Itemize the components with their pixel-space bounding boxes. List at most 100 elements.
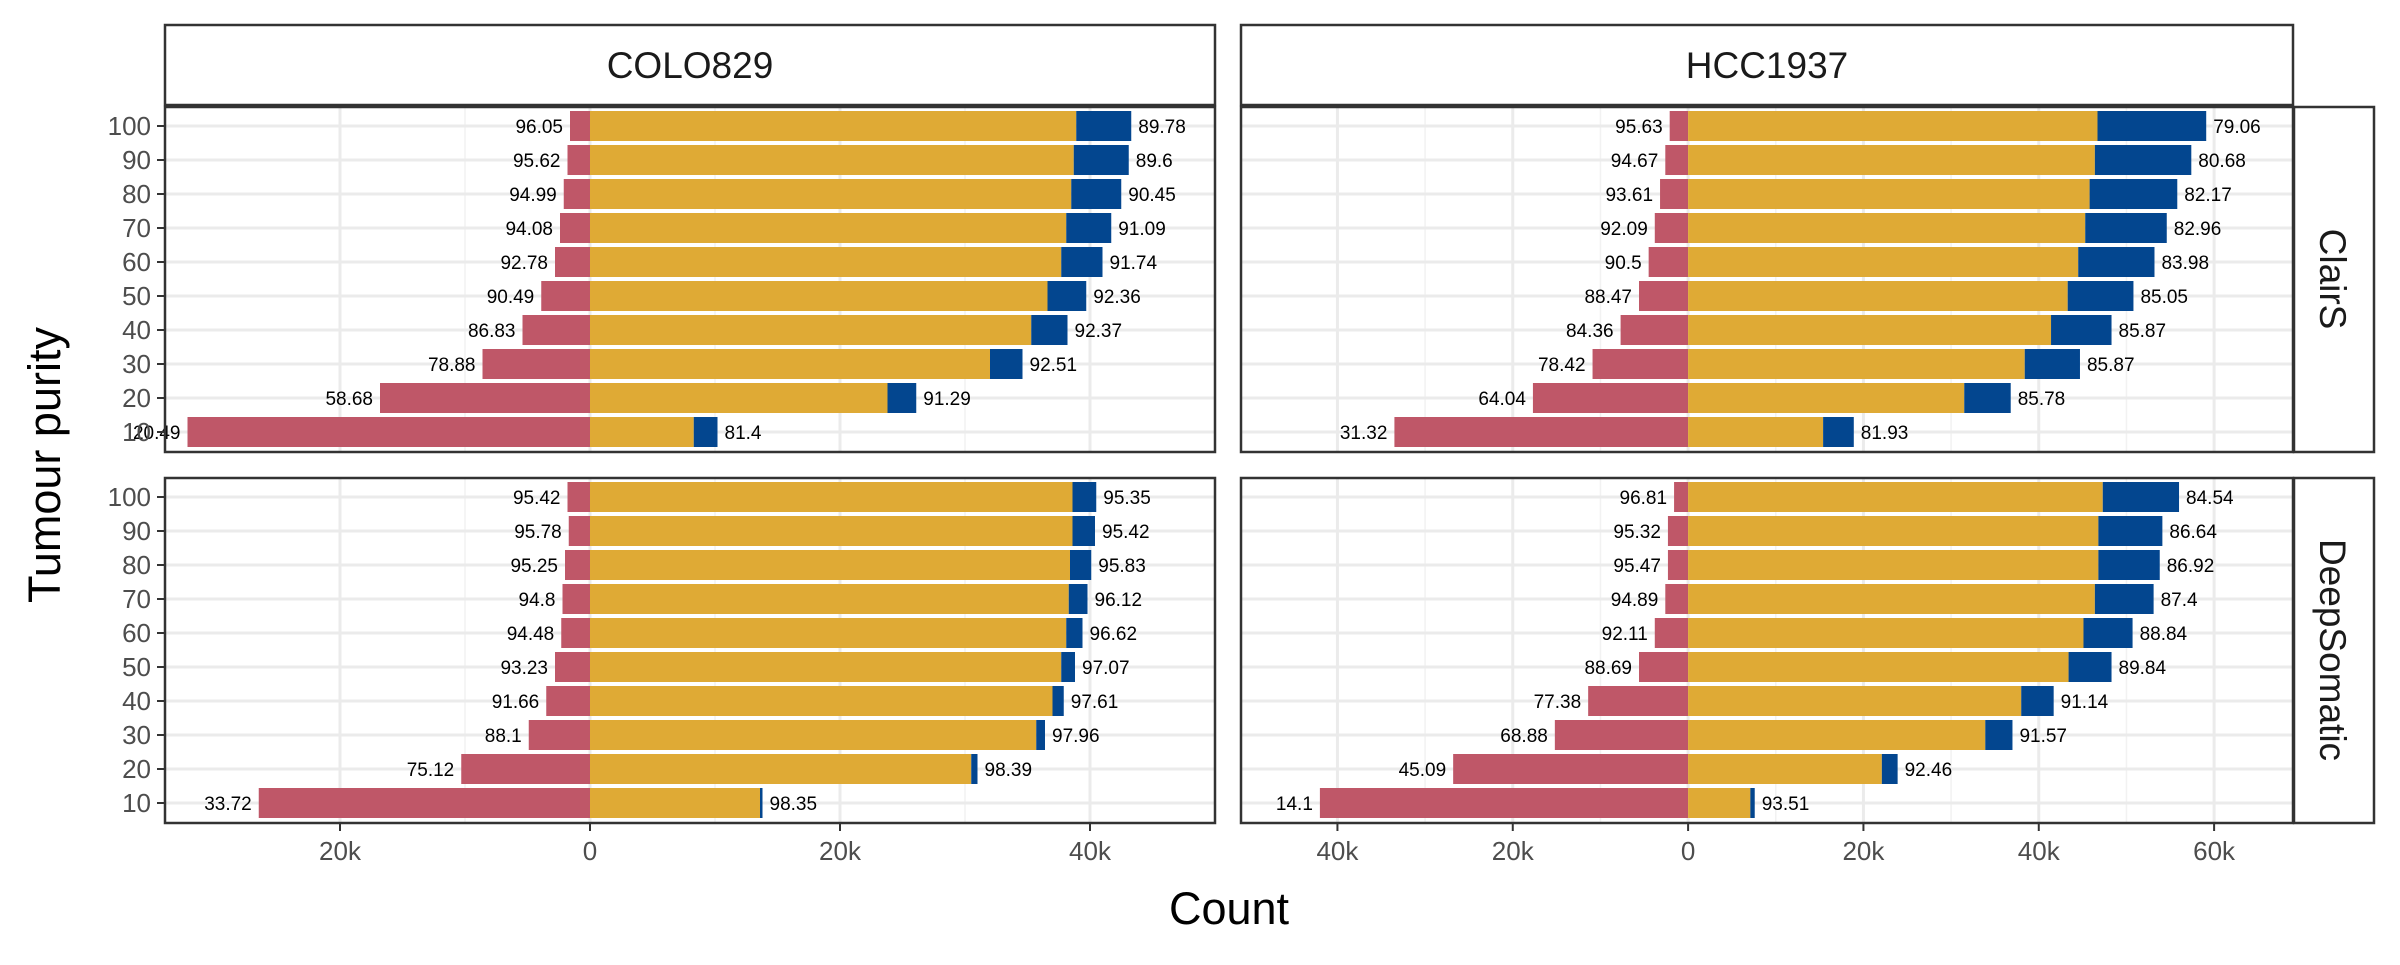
x-tick-label: 20k — [1842, 836, 1885, 866]
y-tick-label: 60 — [122, 247, 151, 277]
bar-left-label: 95.78 — [514, 522, 562, 543]
bar-right-segment — [2083, 618, 2133, 648]
bar-right-segment — [1036, 720, 1045, 750]
y-axis-title: Tumour purity — [19, 327, 70, 603]
y-tick-label: 40 — [122, 686, 151, 716]
bar-left-segment — [546, 686, 590, 716]
panel-colo829-clairs: 96.05 89.78 95.62 89.6 94.99 90.45 94.08 91.09 9… — [133, 105, 1217, 454]
bar-right-segment — [2098, 550, 2160, 580]
y-tick-label: 100 — [108, 482, 151, 512]
bar-right-label: 93.51 — [1762, 794, 1810, 815]
bar-left-segment — [1665, 584, 1689, 614]
bar-middle-segment — [590, 349, 990, 379]
bar-right-segment — [1061, 247, 1103, 277]
y-tick-label: 50 — [122, 281, 151, 311]
bar-left-label: 94.89 — [1611, 590, 1659, 611]
bar-right-label: 92.37 — [1075, 321, 1123, 342]
bar-left-label: 75.12 — [407, 760, 455, 781]
bar-middle-segment — [1688, 179, 2090, 209]
bar-left-label: 95.32 — [1613, 522, 1661, 543]
bar-right-segment — [1072, 516, 1095, 546]
bar-right-segment — [2098, 516, 2163, 546]
bar-left-segment — [1532, 383, 1689, 413]
bar-middle-segment — [1688, 247, 2079, 277]
bar-right-label: 91.14 — [2061, 692, 2109, 713]
bar-left-segment — [1588, 686, 1689, 716]
bar-right-label: 79.06 — [2213, 117, 2261, 138]
bar-middle-segment — [1688, 754, 1882, 784]
x-tick-label: 20k — [319, 836, 362, 866]
bar-right-segment — [2089, 179, 2178, 209]
y-tick-label: 50 — [122, 652, 151, 682]
bar-right-segment — [1031, 315, 1068, 345]
bar-middle-segment — [1688, 550, 2099, 580]
bar-left-label: 94.67 — [1611, 151, 1659, 172]
column-strip-label: COLO829 — [607, 45, 774, 86]
bar-left-segment — [1592, 349, 1689, 379]
bar-left-label: 93.23 — [500, 658, 548, 679]
bar-right-segment — [1073, 145, 1129, 175]
x-tick-label: 60k — [2193, 836, 2236, 866]
bar-left-segment — [1453, 754, 1689, 784]
bar-right-label: 85.05 — [2140, 287, 2188, 308]
y-tick-label: 20 — [122, 754, 151, 784]
bar-left-segment — [1639, 652, 1689, 682]
bar-left-label: 84.36 — [1566, 321, 1614, 342]
bar-middle-segment — [1688, 383, 1965, 413]
bar-right-label: 86.92 — [2167, 556, 2215, 577]
bar-right-segment — [2024, 349, 2080, 379]
bar-right-label: 92.36 — [1093, 287, 1141, 308]
bar-right-segment — [1066, 213, 1112, 243]
column-strip-label: HCC1937 — [1686, 45, 1848, 86]
bar-left-segment — [1665, 145, 1689, 175]
bar-left-segment — [562, 584, 590, 614]
bar-left-segment — [1674, 482, 1689, 512]
bar-middle-segment — [1688, 618, 2084, 648]
column-strip-colo829: COLO829 — [163, 23, 1217, 107]
bar-left-segment — [1660, 179, 1689, 209]
bar-middle-segment — [1688, 652, 2069, 682]
bar-middle-segment — [590, 145, 1074, 175]
bar-left-label: 14.1 — [1276, 794, 1313, 815]
bar-left-label: 92.09 — [1600, 219, 1648, 240]
bar-left-segment — [560, 213, 590, 243]
y-axis-ticks: 100 90 80 70 60 50 40 30 20 10 100 90 80 70 60 50 40 30 20… — [108, 111, 165, 818]
bar-right-label: 97.61 — [1071, 692, 1119, 713]
bar-right-label: 83.98 — [2161, 253, 2209, 274]
y-tick-label: 100 — [108, 111, 151, 141]
bar-left-label: 88.47 — [1584, 287, 1632, 308]
bar-middle-segment — [590, 247, 1062, 277]
x-axis-ticks: 20k 0 20k 40k 40k 20k 0 20k 40k 60k — [319, 823, 2236, 866]
bar-left-segment — [1639, 281, 1689, 311]
bar-left-label: 96.81 — [1620, 488, 1668, 509]
bar-right-label: 92.51 — [1030, 355, 1078, 376]
bar-left-label: 94.08 — [505, 219, 553, 240]
bar-middle-segment — [1688, 315, 2052, 345]
x-tick-label: 0 — [1681, 836, 1695, 866]
bar-left-label: 88.1 — [485, 726, 522, 747]
bar-right-segment — [2094, 584, 2154, 614]
x-tick-label: 20k — [819, 836, 862, 866]
x-tick-label: 20k — [1492, 836, 1535, 866]
bar-right-segment — [1881, 754, 1898, 784]
bar-middle-segment — [590, 754, 972, 784]
bar-left-label: 64.04 — [1478, 389, 1526, 410]
bar-right-segment — [1061, 652, 1075, 682]
bar-middle-segment — [590, 383, 888, 413]
bar-left-label: 95.62 — [513, 151, 561, 172]
y-tick-label: 70 — [122, 213, 151, 243]
y-tick-label: 90 — [122, 145, 151, 175]
bar-right-segment — [1823, 417, 1854, 447]
bar-right-segment — [2078, 247, 2155, 277]
bar-middle-segment — [590, 315, 1032, 345]
panel-colo829-deepsomatic: 95.42 95.35 95.78 95.42 95.25 95.83 94.8 96.12 9… — [163, 476, 1217, 825]
bar-right-label: 87.4 — [2161, 590, 2198, 611]
bar-left-segment — [528, 720, 590, 750]
bar-left-segment — [1620, 315, 1689, 345]
bar-left-segment — [1667, 516, 1689, 546]
bar-right-label: 82.17 — [2184, 185, 2232, 206]
bar-left-segment — [1669, 111, 1689, 141]
y-tick-label: 30 — [122, 349, 151, 379]
bar-middle-segment — [1688, 482, 2103, 512]
bar-left-segment — [1667, 550, 1689, 580]
